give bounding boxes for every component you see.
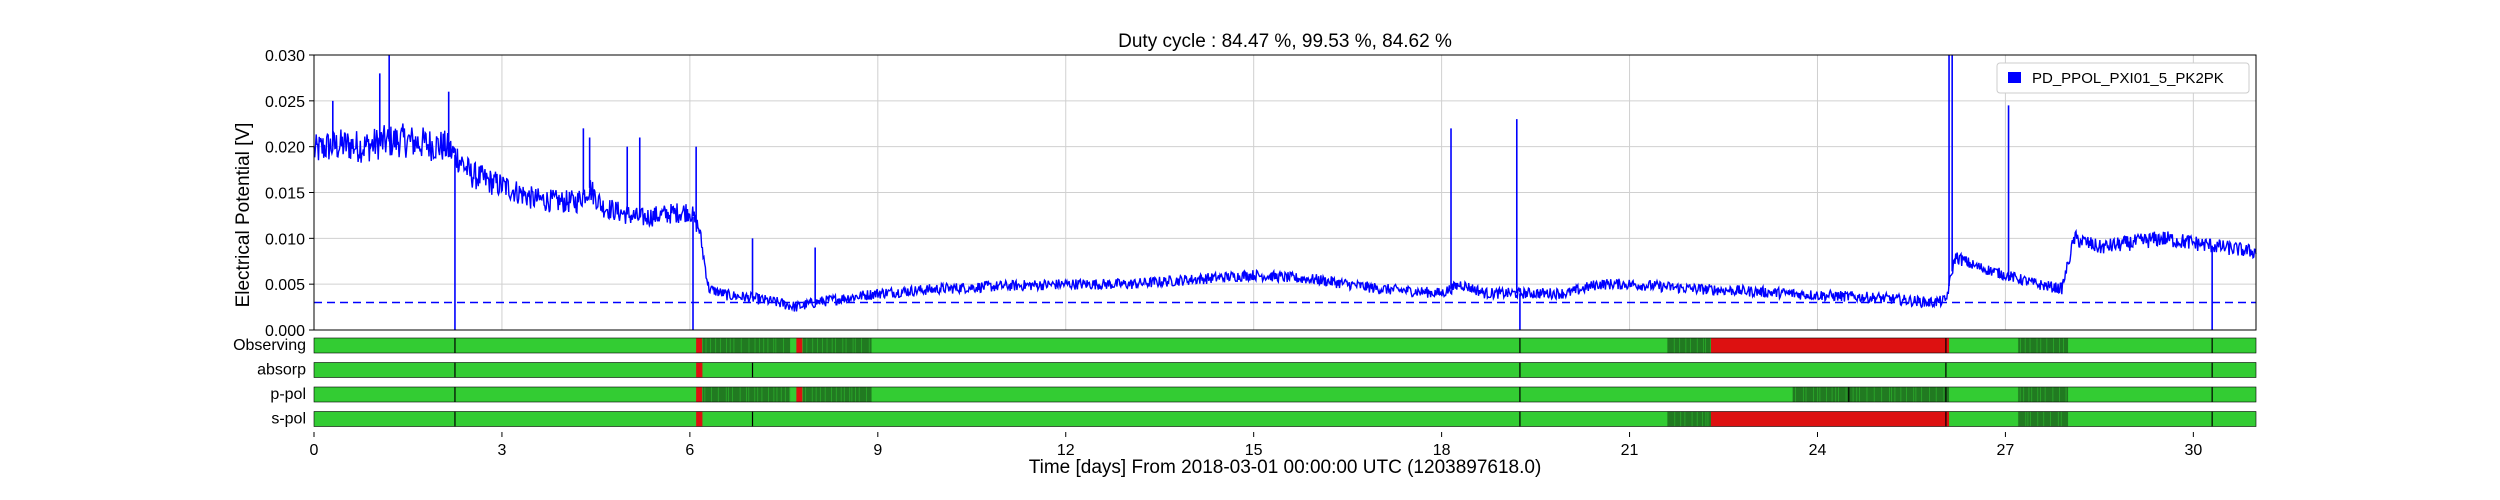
- legend-label: PD_PPOL_PXI01_5_PK2PK: [2032, 70, 2224, 87]
- x-tick-label: 12: [1057, 442, 1075, 459]
- x-tick-label: 3: [497, 442, 506, 459]
- segment-tracks: Observing absorp p-pol s-pol: [233, 337, 2257, 428]
- track-segment-flagged: [696, 338, 703, 353]
- y-tick-label: 0.005: [265, 277, 305, 294]
- track-frame: [313, 386, 2257, 403]
- x-axis-ticks: 0 3 6 9 12 15 18 21 24 27 30: [310, 432, 2202, 459]
- x-tick-label: 6: [685, 442, 694, 459]
- track-frame: [313, 337, 2257, 354]
- y-tick-label: 0.015: [265, 186, 305, 203]
- track-background: [314, 362, 2256, 378]
- x-tick-label: 21: [1621, 442, 1639, 459]
- x-tick-label: 24: [1809, 442, 1827, 459]
- track-segment-dark: [2017, 338, 2069, 353]
- chart-title: Duty cycle : 84.47 %, 99.53 %, 84.62 %: [1118, 31, 1452, 52]
- track-segment-flagged: [696, 362, 703, 378]
- track-segment-dark: [1792, 387, 1950, 402]
- track-frame: [313, 362, 2257, 378]
- y-tick-label: 0.000: [265, 323, 305, 340]
- track-segment-dark: [1667, 338, 1711, 353]
- y-tick-label: 0.025: [265, 94, 305, 111]
- track-segment-flagged: [696, 411, 703, 427]
- grid-lines: [313, 54, 2256, 331]
- series-layer: [313, 55, 2257, 330]
- y-axis-label: Electrical Potential [V]: [233, 123, 254, 308]
- y-tick-label: 0.030: [265, 48, 305, 65]
- track-background: [314, 387, 2256, 402]
- track-label: s-pol: [271, 411, 306, 428]
- y-tick-label: 0.010: [265, 231, 305, 248]
- x-tick-label: 18: [1433, 442, 1451, 459]
- x-tick-label: 27: [1997, 442, 2015, 459]
- x-tick-label: 9: [873, 442, 882, 459]
- track-segment-flagged: [796, 338, 803, 353]
- x-tick-label: 0: [310, 442, 319, 459]
- track-background: [314, 338, 2256, 353]
- series-line: [313, 123, 2257, 312]
- track-segment-dark: [802, 338, 872, 353]
- x-axis-label: Time [days] From 2018-03-01 00:00:00 UTC…: [1029, 457, 1542, 478]
- track-segment-flagged: [796, 387, 803, 402]
- track-background: [314, 411, 2256, 427]
- track-segment-flagged: [1710, 411, 1950, 427]
- track-frame: [313, 411, 2257, 427]
- y-axis-ticks: 0.000 0.005 0.010 0.015 0.020 0.025 0.030: [265, 48, 314, 340]
- track-segment-dark: [2017, 387, 2069, 402]
- track-segment-flagged: [696, 387, 703, 402]
- x-tick-label: 15: [1245, 442, 1263, 459]
- legend-swatch: [2008, 72, 2021, 83]
- track-label: p-pol: [270, 386, 306, 403]
- legend: PD_PPOL_PXI01_5_PK2PK: [1996, 62, 2250, 94]
- track-segment-dark: [1667, 411, 1711, 427]
- x-tick-label: 30: [2184, 442, 2202, 459]
- y-tick-label: 0.020: [265, 140, 305, 157]
- track-label: Observing: [233, 337, 306, 354]
- track-label: absorp: [257, 362, 306, 379]
- track-segment-flagged: [1710, 338, 1950, 353]
- legend-box: [1996, 62, 2250, 94]
- track-segment-dark: [802, 387, 872, 402]
